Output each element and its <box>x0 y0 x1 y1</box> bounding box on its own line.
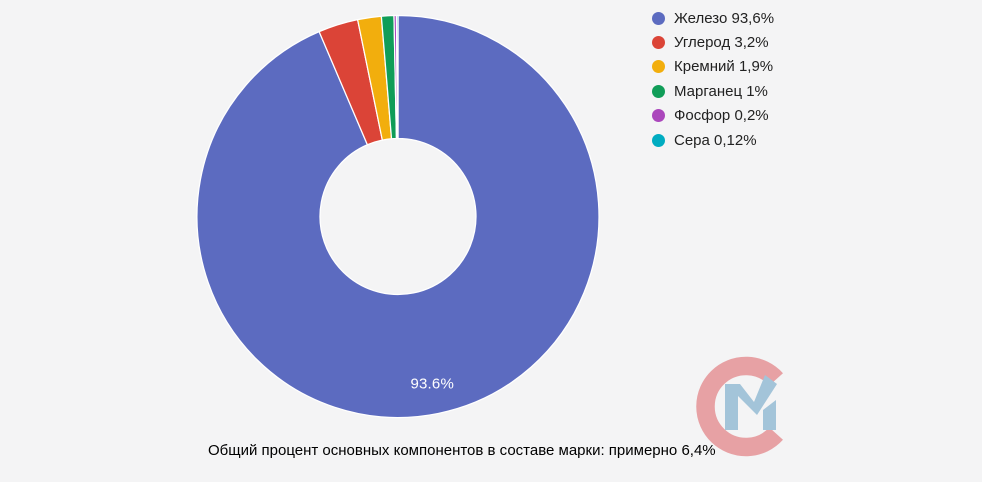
legend-label: Железо 93,6% <box>674 9 775 27</box>
chart-caption: Общий процент основных компонентов в сос… <box>208 442 716 459</box>
legend-color-dot <box>652 84 665 98</box>
pie-slice-5[interactable] <box>395 14 399 140</box>
logo-letter-m-leg <box>763 400 776 430</box>
legend-item[interactable]: Углерод 3,2% <box>652 30 774 54</box>
legend-color-dot <box>652 36 665 50</box>
logo-letter-m-icon <box>725 375 777 430</box>
legend-label: Фосфор 0,2% <box>674 107 769 125</box>
legend-item[interactable]: Железо 93,6% <box>652 6 774 30</box>
legend-label: Сера 0,12% <box>674 131 757 149</box>
legend-item[interactable]: Фосфор 0,2% <box>652 104 774 128</box>
legend: Железо 93,6% Углерод 3,2% Кремний 1,9% М… <box>652 6 774 152</box>
legend-label: Кремний 1,9% <box>674 58 774 76</box>
logo-letter-c-icon <box>696 356 783 457</box>
legend-color-dot <box>652 109 665 123</box>
legend-item[interactable]: Марганец 1% <box>652 79 774 103</box>
legend-item[interactable]: Кремний 1,9% <box>652 55 774 79</box>
legend-label: Марганец 1% <box>674 82 768 100</box>
watermark-logo <box>696 356 783 457</box>
legend-color-dot <box>652 11 665 25</box>
legend-color-dot <box>652 133 665 147</box>
legend-item[interactable]: Сера 0,12% <box>652 128 774 152</box>
legend-color-dot <box>652 60 665 74</box>
slice-value-label: 93.6% <box>410 375 455 393</box>
pie-slices <box>196 14 600 419</box>
legend-label: Углерод 3,2% <box>674 34 769 52</box>
pie-slice-0[interactable] <box>196 14 600 419</box>
